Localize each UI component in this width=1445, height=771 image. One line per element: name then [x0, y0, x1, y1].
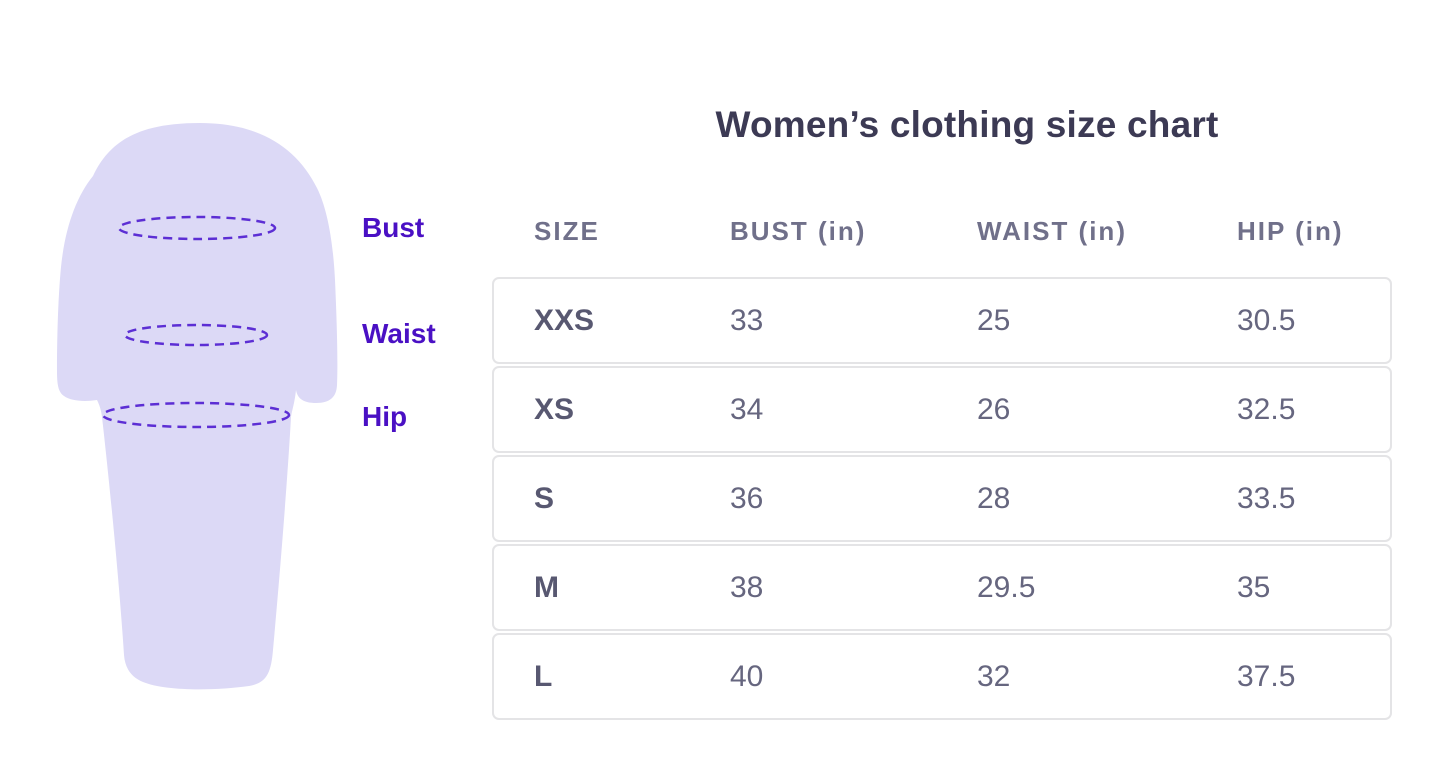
waist-cell: 29.5: [977, 570, 1036, 604]
hip-cell: 32.5: [1237, 392, 1296, 426]
column-header-bust: BUST (in): [730, 216, 867, 246]
hip-label: Hip: [362, 401, 408, 432]
waist-label: Waist: [362, 318, 436, 349]
table-row-l: L 40 32 37.5: [492, 633, 1392, 720]
waist-cell: 25: [977, 303, 1011, 337]
dress-silhouette: [57, 123, 338, 690]
bust-cell: 33: [730, 303, 764, 337]
size-cell: XS: [534, 392, 575, 426]
size-cell: XXS: [534, 303, 595, 337]
waist-measure-line: [123, 323, 269, 347]
waist-cell: 28: [977, 481, 1011, 515]
hip-cell: 35: [1237, 570, 1271, 604]
size-cell: L: [534, 659, 553, 693]
dress-illustration: [57, 123, 338, 690]
column-header-waist: WAIST (in): [977, 216, 1127, 246]
bust-measure-line: [117, 215, 277, 241]
waist-cell: 32: [977, 659, 1011, 693]
column-header-hip: HIP (in): [1237, 216, 1344, 246]
bust-cell: 36: [730, 481, 764, 515]
hip-cell: 30.5: [1237, 303, 1296, 337]
hip-measure-line: [101, 401, 291, 429]
bust-cell: 38: [730, 570, 764, 604]
column-header-size: SIZE: [534, 216, 600, 246]
table-header-row: SIZE BUST (in) WAIST (in) HIP (in): [492, 216, 1392, 247]
waist-cell: 26: [977, 392, 1011, 426]
page-title: Women’s clothing size chart: [715, 104, 1219, 145]
table-row-m: M 38 29.5 35: [492, 544, 1392, 631]
table-row-xxs: XXS 33 25 30.5: [492, 277, 1392, 364]
bust-cell: 34: [730, 392, 764, 426]
bust-cell: 40: [730, 659, 764, 693]
size-table: XXS 33 25 30.5 XS 34 26 32.5 S 36 28 33.…: [492, 277, 1392, 720]
size-cell: M: [534, 570, 559, 604]
table-row-xs: XS 34 26 32.5: [492, 366, 1392, 453]
size-cell: S: [534, 481, 555, 515]
hip-cell: 37.5: [1237, 659, 1296, 693]
table-row-s: S 36 28 33.5: [492, 455, 1392, 542]
hip-cell: 33.5: [1237, 481, 1296, 515]
bust-label: Bust: [362, 212, 425, 243]
